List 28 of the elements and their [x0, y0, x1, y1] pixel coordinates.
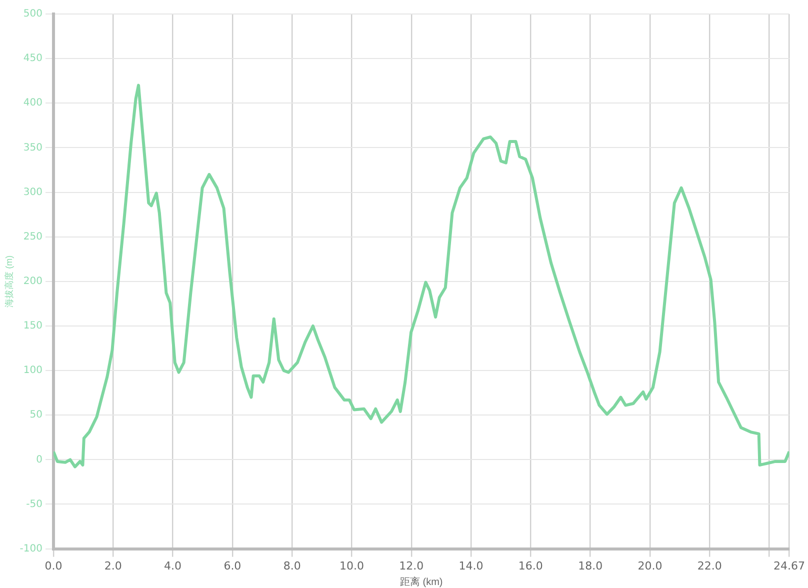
y-tick-label: 300: [23, 186, 42, 198]
x-tick-label: 6.0: [224, 559, 242, 572]
x-tick-label: 14.0: [458, 559, 484, 572]
x-tick-label: 18.0: [578, 559, 603, 572]
y-tick-label: 200: [23, 276, 42, 287]
x-axis-title: 距离 (km): [400, 576, 443, 588]
y-axis-title: 海拔高度 (m): [4, 255, 14, 308]
y-tick-label: 400: [23, 98, 42, 109]
y-tick-label: 500: [23, 8, 42, 20]
x-tick-label: 12.0: [399, 559, 424, 572]
x-tick-label: 22.0: [697, 559, 722, 572]
y-tick-label: 350: [23, 142, 42, 154]
y-tick-label: 0: [36, 454, 42, 466]
x-tick-label: 4.0: [164, 559, 182, 572]
y-tick-label: 50: [30, 410, 42, 421]
y-tick-label: 250: [23, 231, 42, 242]
x-tick-label: 24.67: [774, 559, 806, 572]
x-tick-label: 20.0: [638, 559, 662, 572]
x-tick-label: 8.0: [283, 559, 301, 572]
x-tick-label: 2.0: [104, 559, 122, 572]
y-tick-label: 450: [23, 53, 42, 64]
x-tick-label: 16.0: [518, 559, 543, 572]
y-tick-label: -50: [26, 498, 42, 510]
y-tick-label: 100: [23, 365, 42, 376]
y-tick-label: -100: [20, 543, 42, 554]
y-tick-label: 150: [23, 320, 42, 332]
x-tick-label: 10.0: [339, 559, 364, 572]
x-tick-label: 0.0: [44, 559, 62, 572]
